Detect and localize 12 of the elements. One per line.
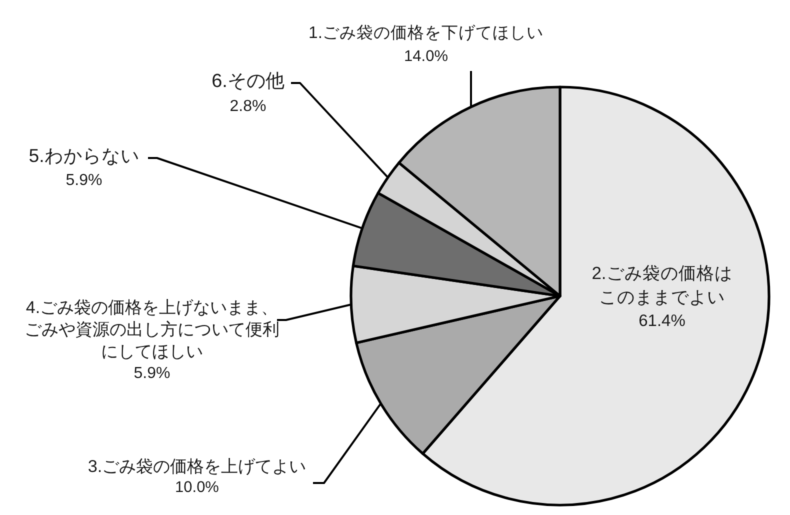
data-label: 5.9% (64, 170, 104, 190)
data-label: 5.9% (132, 364, 172, 384)
slice-label: 5.わからない (28, 144, 140, 168)
data-label: 61.4% (638, 311, 686, 332)
slice-label: 3.ごみ袋の価格を上げてよい (88, 455, 306, 477)
slice-label: 6.その他 (212, 70, 284, 94)
data-label: 2.8% (228, 96, 268, 116)
slice-label: 2.ごみ袋の価格はこのままでよい (590, 262, 734, 309)
data-label: 10.0% (174, 478, 220, 498)
data-label: 14.0% (403, 47, 449, 67)
slice-label: 4.ごみ袋の価格を上げないまま、ごみや資源の出し方について便利にしてほしい (24, 297, 280, 363)
slice-label: 1.ごみ袋の価格を下げてほしい (308, 22, 544, 44)
